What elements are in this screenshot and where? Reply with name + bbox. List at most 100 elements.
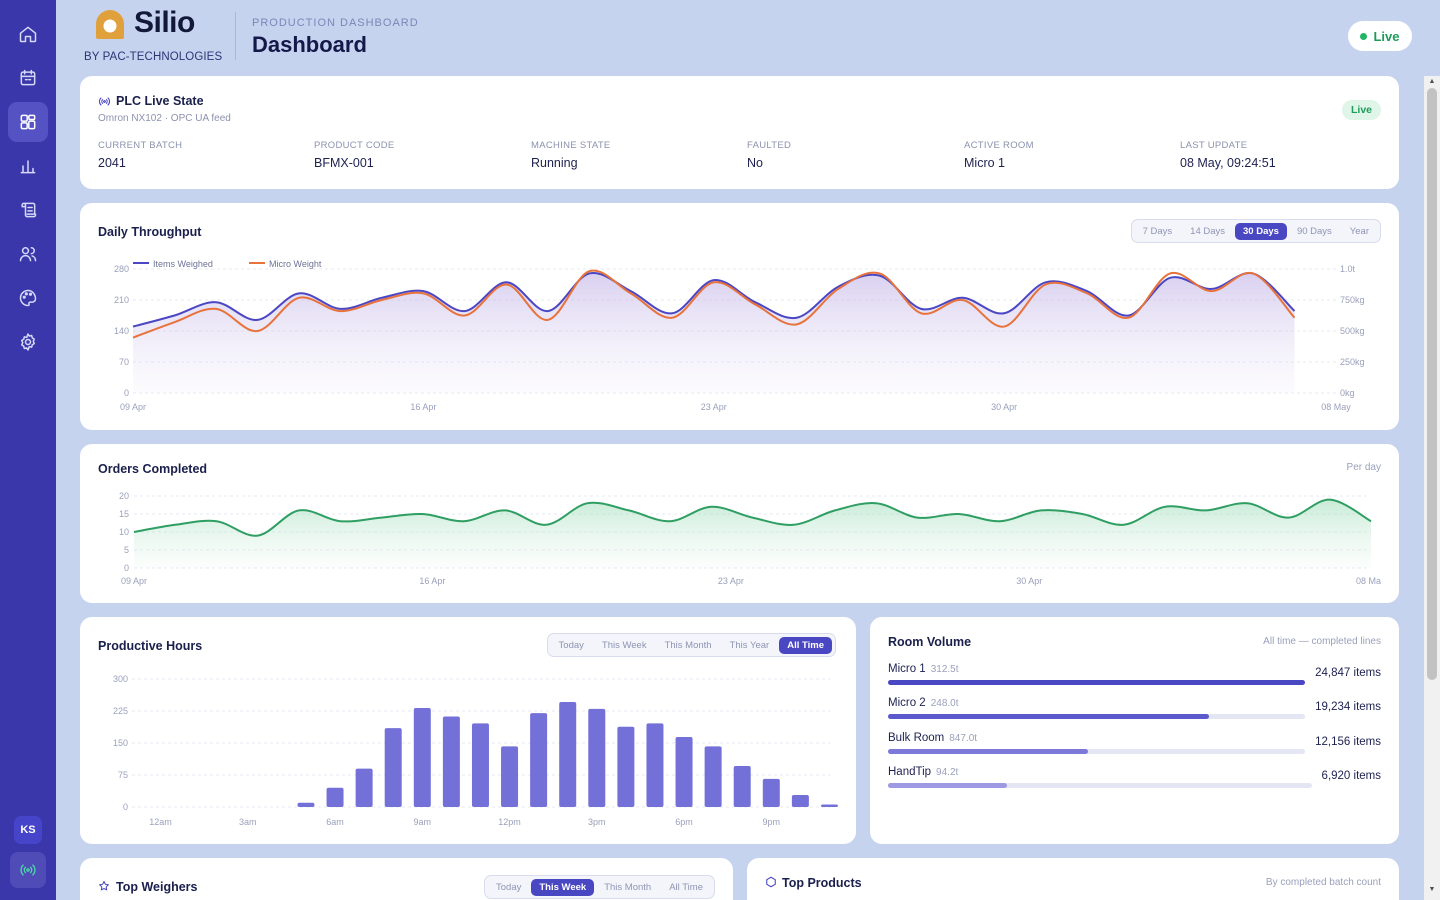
- plc-live-badge: Live: [1341, 100, 1381, 120]
- range-today[interactable]: Today: [496, 881, 522, 893]
- hour-bar: [588, 708, 606, 807]
- room-count: 12,156 items: [1315, 736, 1381, 748]
- x-tick-label: 6am: [326, 817, 344, 827]
- plc-field-machine-state: Machine State Running: [531, 140, 611, 170]
- nav-settings[interactable]: [8, 322, 48, 362]
- nav-theme[interactable]: [8, 278, 48, 318]
- logo-text: Silio: [134, 6, 195, 39]
- field-value: Micro 1: [964, 156, 1005, 170]
- y-tick-label: 0: [124, 563, 129, 573]
- plc-field-faulted: Faulted No: [747, 140, 791, 170]
- nav-logs[interactable]: [8, 190, 48, 230]
- y-tick-label: 20: [119, 491, 129, 501]
- range-90-days[interactable]: 90 Days: [1296, 225, 1332, 237]
- calendar-icon: [20, 69, 36, 86]
- y-tick-label-left: 70: [119, 357, 129, 367]
- x-tick-label: 08 Ma: [1356, 576, 1381, 586]
- avatar[interactable]: KS: [14, 816, 42, 844]
- x-tick-label: 08 May: [1321, 402, 1351, 412]
- room-note: All time — completed lines: [1263, 636, 1381, 647]
- plc-title: PLC Live State: [116, 94, 204, 108]
- range-all-time[interactable]: All Time: [669, 881, 703, 893]
- y-tick-label-left: 210: [114, 295, 129, 305]
- products-title: Top Products: [782, 876, 862, 890]
- hour-bar: [413, 708, 431, 807]
- x-tick-label: 9pm: [763, 817, 781, 827]
- x-tick-label: 23 Apr: [701, 402, 727, 412]
- nav-users[interactable]: [8, 234, 48, 274]
- scroll-down-arrow-icon[interactable]: ▼: [1428, 886, 1436, 893]
- x-tick-label: 9am: [414, 817, 432, 827]
- room-bar-fill: [888, 783, 1007, 788]
- range-this-week[interactable]: This Week: [601, 639, 647, 651]
- room-weight: 312.5t: [930, 664, 959, 675]
- field-value: BFMX-001: [314, 156, 374, 170]
- room-name: Micro 1 312.5t: [888, 663, 959, 675]
- plc-subtitle: Omron NX102 · OPC UA feed: [98, 113, 231, 124]
- hour-bar: [675, 737, 693, 807]
- range-this-year[interactable]: This Year: [729, 639, 770, 651]
- x-tick-label: 12am: [149, 817, 172, 827]
- hour-bar: [617, 726, 635, 807]
- hour-bar: [733, 766, 751, 807]
- hour-bar: [355, 768, 373, 807]
- broadcast-icon: [98, 95, 111, 108]
- hour-bar: [501, 746, 519, 807]
- room-title: Room Volume: [888, 635, 972, 649]
- room-label: HandTip: [888, 766, 932, 778]
- daily-throughput-card: Daily Throughput 7 Days 14 Days 30 Days …: [80, 203, 1399, 430]
- hours-range-selector: Today This Week This Month This Year All…: [546, 633, 836, 657]
- room-bar-fill: [888, 749, 1089, 754]
- scroll-up-arrow-icon[interactable]: ▲: [1428, 78, 1436, 85]
- orders-area: [134, 499, 1371, 568]
- live-status-pill[interactable]: Live: [1348, 21, 1412, 51]
- hour-bar: [442, 716, 460, 807]
- range-7-days[interactable]: 7 Days: [1142, 225, 1173, 237]
- range-all-time[interactable]: All Time: [779, 636, 832, 654]
- plc-field-active-room: Active Room Micro 1: [964, 140, 1034, 170]
- room-bar-track: [888, 680, 1305, 685]
- room-weight: 248.0t: [930, 698, 959, 709]
- users-icon: [19, 247, 37, 262]
- range-year[interactable]: Year: [1349, 225, 1369, 237]
- throughput-range-selector: 7 Days 14 Days 30 Days 90 Days Year: [1130, 219, 1381, 243]
- range-this-week[interactable]: This Week: [531, 878, 595, 896]
- y-tick-label-right: 250kg: [1340, 357, 1365, 367]
- range-this-month[interactable]: This Month: [604, 881, 652, 893]
- hour-bar: [530, 713, 548, 807]
- series-line-1: [132, 269, 1296, 339]
- plc-connection-button[interactable]: [10, 852, 46, 888]
- range-30-days[interactable]: 30 Days: [1235, 222, 1287, 240]
- hour-bar: [297, 802, 315, 807]
- room-label: Micro 2: [888, 697, 926, 709]
- room-name: Bulk Room 847.0t: [888, 732, 977, 744]
- x-tick-label: 6pm: [675, 817, 693, 827]
- plc-field-product-code: Product Code BFMX-001: [314, 140, 395, 170]
- nav-dashboard[interactable]: [8, 102, 48, 142]
- range-today[interactable]: Today: [558, 639, 584, 651]
- sidebar: KS: [0, 0, 56, 900]
- live-dot: [1360, 32, 1368, 40]
- x-tick-label: 16 Apr: [419, 576, 445, 586]
- hour-bar: [559, 702, 577, 807]
- y-tick-label-right: 1.0t: [1340, 264, 1356, 274]
- hours-title: Productive Hours: [98, 639, 203, 653]
- nav-calendar[interactable]: [8, 58, 48, 98]
- plc-field-current-batch: Current Batch 2041: [98, 140, 182, 170]
- bar-chart-icon: [20, 160, 36, 174]
- legend-label: Micro Weight: [269, 259, 322, 269]
- x-tick-label: 30 Apr: [1016, 576, 1042, 586]
- nav-analytics[interactable]: [8, 146, 48, 186]
- orders-line: [133, 498, 1372, 537]
- scrollbar-thumb[interactable]: [1427, 88, 1437, 680]
- legend-label: Items Weighed: [153, 259, 213, 269]
- range-14-days[interactable]: 14 Days: [1190, 225, 1226, 237]
- nav-home[interactable]: [8, 14, 48, 54]
- range-this-month[interactable]: This Month: [664, 639, 712, 651]
- orders-chart: 0 5 10 15 20 09 Apr 16 Apr 23 Apr 30 Apr 08 Ma: [119, 491, 1381, 586]
- page-title: Dashboard: [252, 32, 367, 57]
- hour-bar: [820, 804, 838, 807]
- field-value: Running: [531, 156, 578, 170]
- scroll-icon: [21, 202, 37, 218]
- x-tick-label: 09 Apr: [120, 402, 146, 412]
